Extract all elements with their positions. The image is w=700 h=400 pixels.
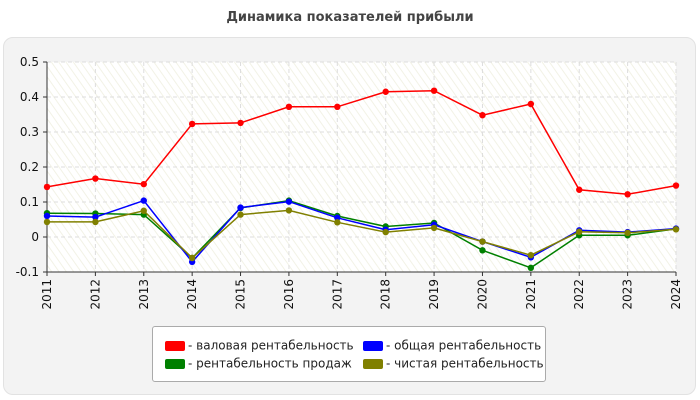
- x-tick-label: 2023: [621, 279, 635, 310]
- legend-swatch: [363, 340, 383, 351]
- legend-swatch: [165, 358, 185, 369]
- data-point: [43, 183, 51, 191]
- data-point: [479, 247, 486, 254]
- data-point: [334, 219, 341, 226]
- data-point: [188, 120, 196, 128]
- data-point: [188, 254, 196, 262]
- y-tick-label: 0.1: [20, 195, 39, 209]
- data-point: [140, 207, 147, 214]
- data-point: [285, 207, 293, 214]
- x-tick-label: 2016: [282, 279, 296, 310]
- legend-swatch: [363, 358, 383, 369]
- plot-area: [47, 62, 676, 272]
- data-point: [479, 112, 486, 119]
- x-tick-label: 2015: [234, 279, 248, 310]
- legend-item-net-profitability: - чистая рентабельность: [363, 355, 544, 371]
- data-point: [527, 100, 535, 108]
- y-tick-label: 0.4: [20, 90, 39, 104]
- data-point: [334, 103, 341, 111]
- data-point: [382, 88, 389, 95]
- legend: - валовая рентабельность - общая рентабе…: [152, 326, 546, 382]
- x-tick-label: 2020: [475, 279, 489, 310]
- data-point: [92, 175, 99, 182]
- x-tick-label: 2024: [669, 279, 683, 310]
- data-point: [576, 228, 583, 235]
- series-line-1: [46, 199, 677, 269]
- data-point: [140, 197, 147, 204]
- data-point: [527, 264, 535, 271]
- y-tick-label: 0.3: [20, 125, 39, 139]
- data-point: [382, 228, 389, 236]
- data-point: [43, 212, 51, 220]
- x-tick-label: 2018: [379, 279, 393, 310]
- series-line-0: [46, 89, 677, 196]
- x-tick-label: 2021: [524, 279, 538, 310]
- legend-item-gross-margin: - валовая рентабельность: [165, 337, 354, 353]
- data-point: [92, 213, 99, 221]
- data-point: [430, 87, 438, 94]
- data-point: [672, 226, 680, 233]
- data-point: [92, 218, 99, 226]
- chart-title: Динамика показателей прибыли: [226, 10, 474, 25]
- data-point: [527, 252, 535, 259]
- legend-item-sales-profitability: - рентабельность продаж: [165, 355, 352, 371]
- legend-item-total-profitability: - общая рентабельность: [363, 337, 541, 353]
- series-line-3: [47, 209, 677, 260]
- y-tick-label: 0.5: [20, 55, 39, 69]
- data-point: [576, 186, 583, 193]
- x-tick-label: 2014: [185, 279, 199, 310]
- x-tick-label: 2011: [40, 279, 54, 310]
- legend-swatch: [165, 340, 185, 351]
- data-point: [624, 229, 631, 236]
- legend-label: - валовая рентабельность: [188, 338, 354, 353]
- y-tick-label: 0: [31, 230, 39, 244]
- x-tick-label: 2019: [427, 279, 441, 310]
- data-point: [285, 198, 293, 205]
- legend-label: - рентабельность продаж: [188, 356, 352, 371]
- data-point: [237, 119, 244, 127]
- data-point: [237, 204, 244, 211]
- legend-label: - чистая рентабельность: [386, 356, 544, 371]
- data-point: [624, 191, 631, 198]
- data-point: [672, 182, 680, 189]
- data-point: [237, 211, 244, 218]
- x-tick-label: 2012: [88, 279, 102, 310]
- legend-label: - общая рентабельность: [386, 338, 542, 353]
- data-point: [334, 214, 341, 221]
- data-point: [140, 180, 147, 188]
- data-point: [430, 224, 438, 232]
- y-tick-label: -0.1: [16, 265, 39, 279]
- x-tick-label: 2017: [330, 279, 344, 310]
- x-tick-label: 2013: [137, 279, 151, 310]
- y-tick-label: 0.2: [20, 160, 39, 174]
- data-point: [43, 218, 51, 226]
- series-line-2: [46, 199, 677, 264]
- x-tick-label: 2022: [572, 279, 586, 310]
- data-point: [479, 238, 486, 245]
- data-point: [285, 103, 293, 111]
